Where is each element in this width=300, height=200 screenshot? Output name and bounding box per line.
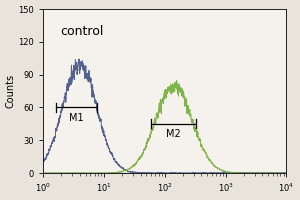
Y-axis label: Counts: Counts [6, 74, 16, 108]
Text: M2: M2 [167, 129, 181, 139]
Text: control: control [60, 25, 103, 38]
Text: M1: M1 [69, 113, 84, 123]
